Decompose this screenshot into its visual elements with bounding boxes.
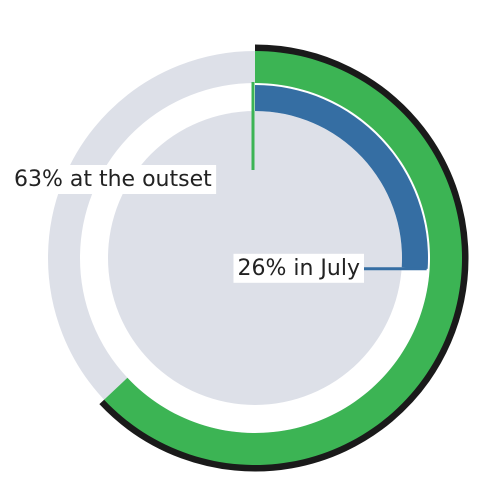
value-label: 63% at the outset: [14, 167, 212, 192]
ring-arc: [104, 51, 462, 465]
label-background: [10, 165, 217, 194]
value-label: 26% in July: [237, 256, 360, 281]
label-group: 63% at the outset: [10, 82, 255, 194]
ring-edge: [99, 44, 469, 472]
label-group: 26% in July: [233, 253, 427, 283]
ring-arc: [255, 85, 428, 269]
label-background: [233, 253, 364, 283]
